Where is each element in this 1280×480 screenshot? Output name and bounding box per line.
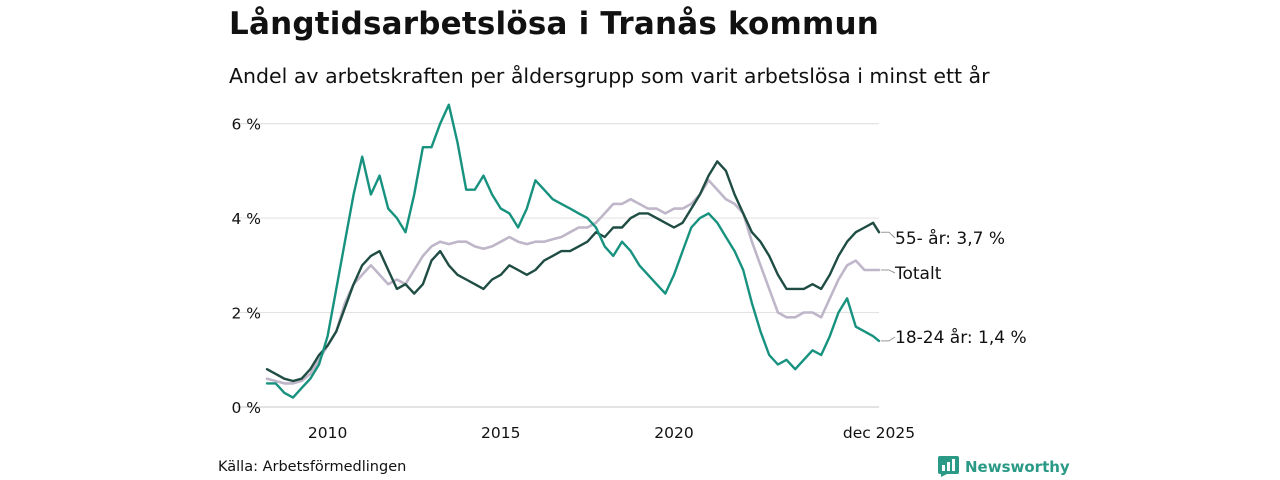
brand-logo: Newsworthy <box>938 456 1070 477</box>
series-line-total <box>265 179 881 385</box>
newsworthy-logo-icon <box>938 456 959 477</box>
end-label-total: Totalt <box>894 264 942 284</box>
end-label-youth: 18-24 år: 1,4 % <box>895 327 1027 348</box>
chart-title: Långtidsarbetslösa i Tranås kommun <box>229 6 880 42</box>
y-tick-label: 6 % <box>231 116 261 134</box>
y-axis-tick-labels: 0 % 2 % 4 % 6 % <box>231 116 261 417</box>
end-labels: Totalt 55- år: 3,7 % 18-24 år: 1,4 % <box>881 228 1027 348</box>
source-note: Källa: Arbetsförmedlingen <box>218 459 407 475</box>
x-tick-label: 2010 <box>308 424 347 442</box>
end-label-senior: 55- år: 3,7 % <box>895 228 1005 249</box>
series-lines <box>265 103 881 399</box>
chart-subtitle: Andel av arbetskraften per åldersgrupp s… <box>229 64 990 88</box>
label-leader-youth <box>881 336 896 342</box>
label-leader-total <box>881 269 896 274</box>
y-tick-label: 4 % <box>231 210 261 228</box>
series-line-youth <box>265 103 881 399</box>
brand-name: Newsworthy <box>965 457 1070 476</box>
gridlines <box>237 123 879 408</box>
x-tick-label: dec 2025 <box>843 424 915 442</box>
y-tick-label: 2 % <box>231 305 261 323</box>
x-tick-label: 2015 <box>481 424 520 442</box>
y-tick-label: 0 % <box>231 399 261 417</box>
x-tick-label: 2020 <box>654 424 693 442</box>
label-leader-senior <box>881 231 896 239</box>
series-line-senior <box>265 160 881 383</box>
x-axis-tick-labels: 2010 2015 2020 dec 2025 <box>308 424 915 442</box>
